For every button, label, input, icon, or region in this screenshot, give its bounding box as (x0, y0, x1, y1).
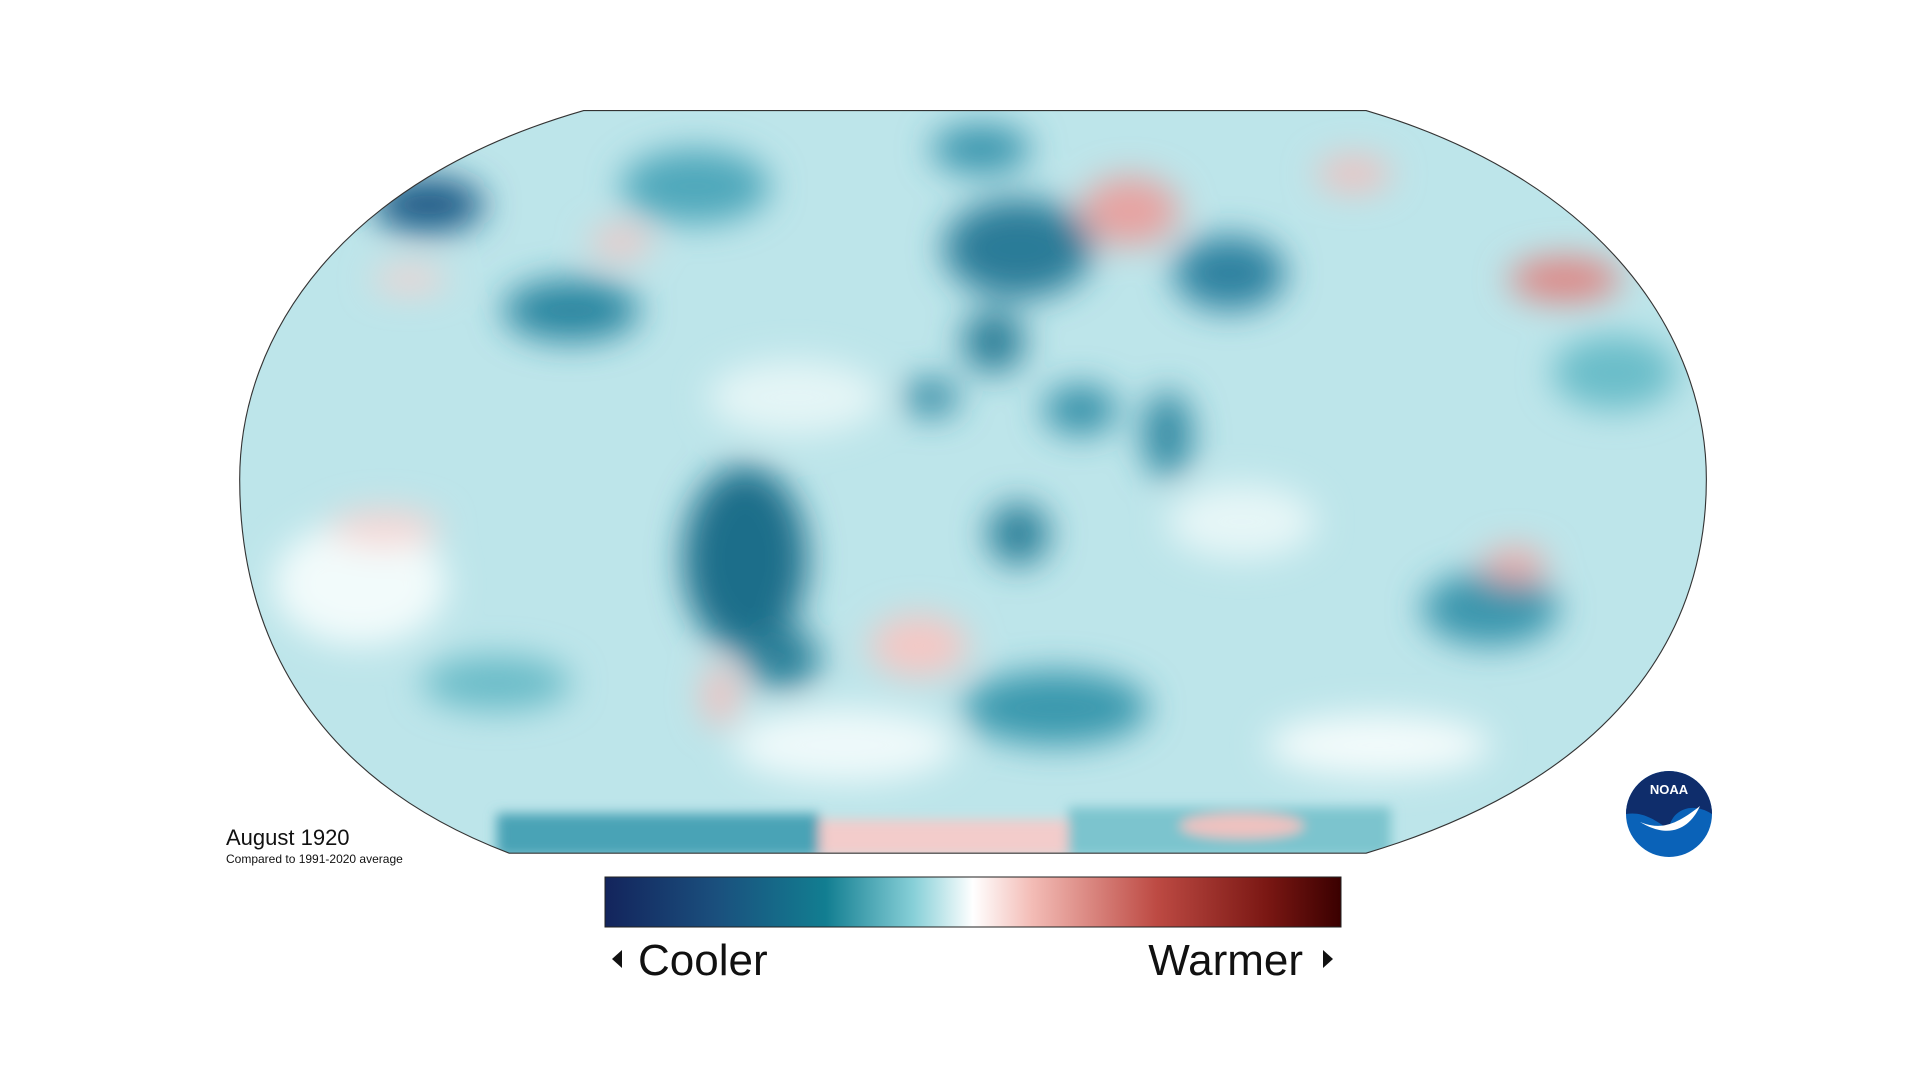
map-title: August 1920 (226, 825, 350, 850)
left-arrow (612, 950, 622, 968)
color-bar (604, 876, 1342, 928)
legend-low-label: Cooler (638, 936, 768, 985)
anomaly-field (239, 110, 1707, 854)
noaa-logo: NOAA (1626, 771, 1712, 857)
map (239, 109, 1707, 854)
map-subtitle: Compared to 1991-2020 average (226, 852, 403, 866)
right-arrow (1323, 950, 1333, 968)
legend-high-label: Warmer (1148, 936, 1303, 985)
logo-text: NOAA (1650, 782, 1689, 797)
map-outline (239, 109, 1707, 854)
